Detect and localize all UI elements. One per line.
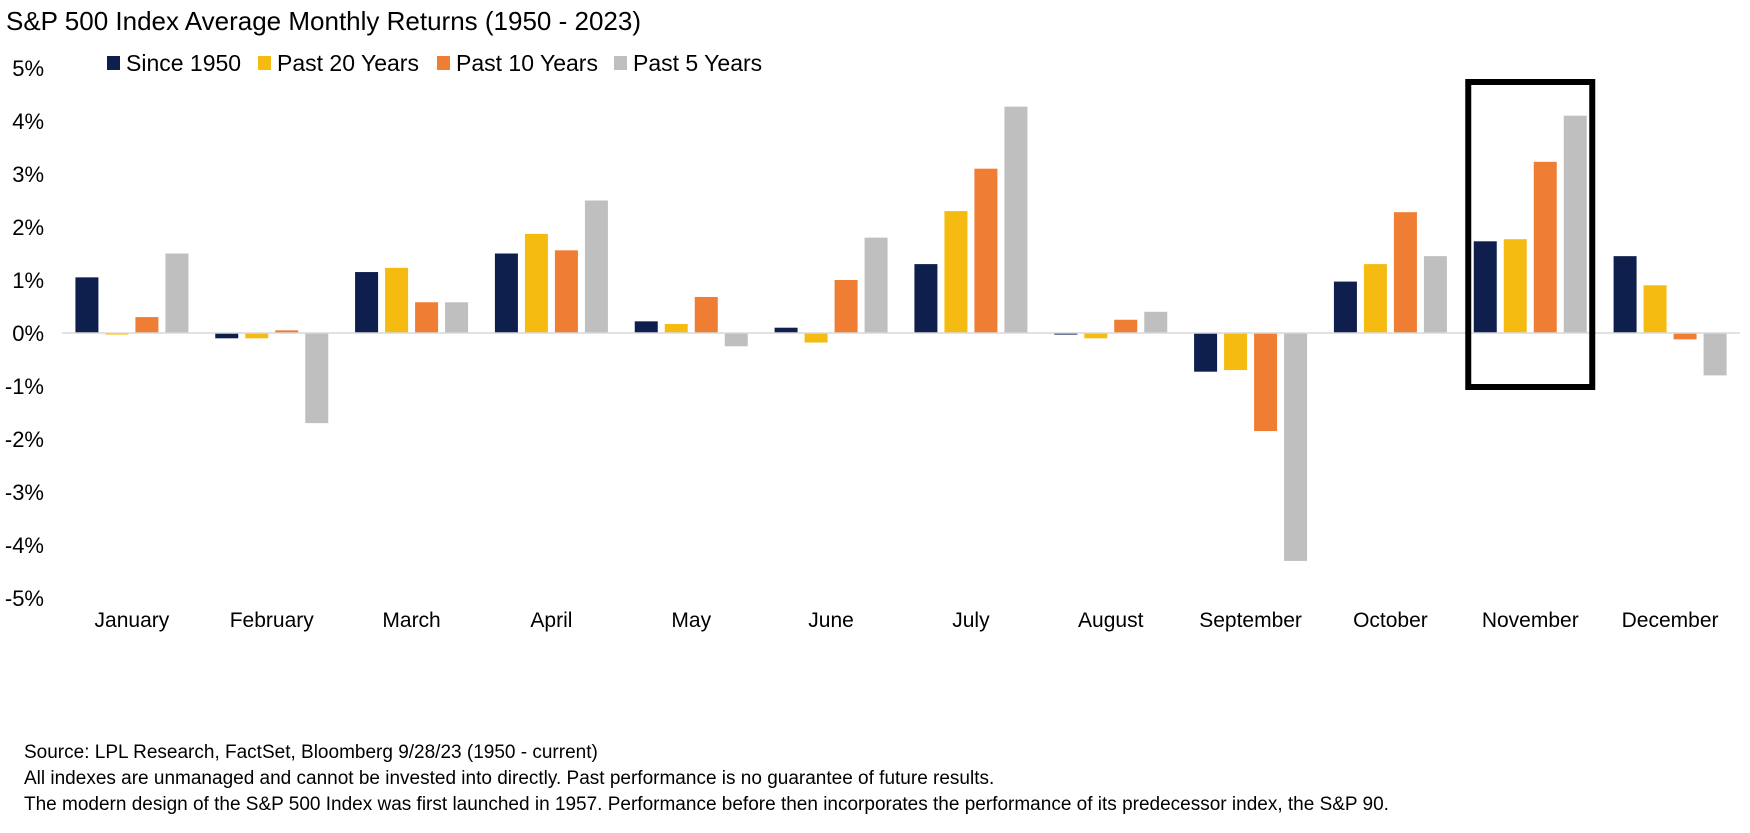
- bar-august-past-10-years: [1114, 319, 1138, 333]
- bar-february-past-10-years: [275, 330, 299, 333]
- bar-december-since-1950: [1613, 256, 1637, 333]
- bar-august-since-1950: [1054, 333, 1078, 335]
- bar-december-past-10-years: [1673, 333, 1697, 340]
- y-tick-label: 4%: [12, 109, 44, 134]
- bar-november-past-20-years: [1503, 239, 1527, 333]
- bar-january-since-1950: [75, 277, 99, 333]
- x-tick-label: June: [808, 609, 854, 632]
- x-tick-label: January: [95, 609, 170, 632]
- y-tick-label: -2%: [5, 427, 44, 452]
- x-tick-label: October: [1353, 609, 1428, 632]
- bar-group: [75, 106, 1727, 561]
- bar-november-past-5-years: [1563, 115, 1587, 333]
- x-tick-label: April: [530, 609, 572, 632]
- x-tick-label: July: [952, 609, 990, 632]
- bar-october-since-1950: [1333, 281, 1357, 333]
- bar-may-past-20-years: [664, 323, 688, 333]
- y-tick-label: -5%: [5, 586, 44, 611]
- bar-august-past-5-years: [1144, 311, 1168, 333]
- y-tick-label: -3%: [5, 480, 44, 505]
- bar-october-past-5-years: [1423, 256, 1447, 333]
- bar-april-past-20-years: [524, 233, 548, 333]
- bar-december-past-20-years: [1643, 285, 1667, 333]
- x-tick-label: November: [1482, 609, 1579, 632]
- bar-july-since-1950: [914, 264, 938, 333]
- disclaimer-note: All indexes are unmanaged and cannot be …: [24, 768, 995, 789]
- x-tick-label: August: [1078, 609, 1144, 632]
- bar-january-past-20-years: [105, 333, 129, 335]
- bar-october-past-10-years: [1393, 212, 1417, 333]
- x-tick-label: May: [671, 609, 711, 632]
- bar-september-past-20-years: [1224, 333, 1248, 371]
- bar-june-past-20-years: [804, 333, 828, 343]
- bar-may-since-1950: [634, 321, 658, 333]
- bar-december-past-5-years: [1703, 333, 1727, 376]
- chart-title: S&P 500 Index Average Monthly Returns (1…: [6, 6, 641, 36]
- legend-label: Since 1950: [126, 50, 241, 76]
- x-tick-label: March: [382, 609, 440, 632]
- y-tick-label: -4%: [5, 533, 44, 558]
- bar-february-since-1950: [215, 333, 239, 339]
- legend-swatch: [107, 56, 120, 70]
- x-tick-label: December: [1622, 609, 1719, 632]
- bar-june-past-10-years: [834, 280, 858, 333]
- legend-swatch: [614, 56, 627, 70]
- bar-october-past-20-years: [1363, 264, 1387, 333]
- bar-july-past-5-years: [1004, 106, 1028, 333]
- legend: Since 1950 Past 20 Years Past 10 Years Past…: [107, 50, 762, 76]
- bar-september-since-1950: [1194, 333, 1218, 372]
- source-note: Source: LPL Research, FactSet, Bloomberg…: [24, 742, 598, 763]
- footnotes: Source: LPL Research, FactSet, Bloomberg…: [24, 740, 1389, 818]
- bar-march-since-1950: [355, 272, 379, 333]
- bar-july-past-20-years: [944, 211, 968, 333]
- x-tick-label: September: [1199, 609, 1302, 632]
- history-note: The modern design of the S&P 500 Index w…: [24, 794, 1389, 815]
- bar-march-past-10-years: [415, 302, 439, 333]
- bar-june-since-1950: [774, 327, 798, 333]
- bar-april-past-10-years: [554, 250, 578, 333]
- y-tick-label: 3%: [12, 162, 44, 187]
- bar-january-past-5-years: [165, 253, 189, 333]
- bar-march-past-5-years: [445, 302, 469, 333]
- bar-april-since-1950: [494, 253, 518, 333]
- bar-april-past-5-years: [584, 200, 608, 333]
- bar-february-past-20-years: [245, 333, 269, 339]
- bar-november-past-10-years: [1533, 161, 1557, 333]
- bar-july-past-10-years: [974, 168, 998, 333]
- y-tick-label: -1%: [5, 374, 44, 399]
- bar-november-since-1950: [1473, 241, 1497, 333]
- legend-swatch: [258, 56, 271, 70]
- legend-label: Past 10 Years: [456, 50, 598, 76]
- bar-september-past-5-years: [1284, 333, 1308, 561]
- x-tick-label: February: [230, 609, 315, 632]
- bar-may-past-5-years: [724, 333, 748, 347]
- x-axis-labels: January February March April May June July Augu…: [95, 609, 1719, 632]
- y-tick-label: 1%: [12, 268, 44, 293]
- y-tick-label: 5%: [12, 56, 44, 81]
- bar-january-past-10-years: [135, 317, 159, 333]
- bar-june-past-5-years: [864, 237, 888, 333]
- legend-label: Past 20 Years: [277, 50, 419, 76]
- y-tick-label: 2%: [12, 215, 44, 240]
- legend-swatch: [437, 56, 450, 70]
- bar-march-past-20-years: [385, 267, 409, 333]
- y-axis-ticks: 5% 4% 3% 2% 1% 0% -1% -2% -3% -4% -5%: [5, 56, 44, 611]
- bar-august-past-20-years: [1084, 333, 1108, 339]
- highlight-box: [1465, 79, 1596, 390]
- bar-may-past-10-years: [694, 296, 718, 333]
- legend-label: Past 5 Years: [633, 50, 762, 76]
- bar-september-past-10-years: [1254, 333, 1278, 432]
- y-tick-label: 0%: [12, 321, 44, 346]
- bar-february-past-5-years: [305, 333, 329, 424]
